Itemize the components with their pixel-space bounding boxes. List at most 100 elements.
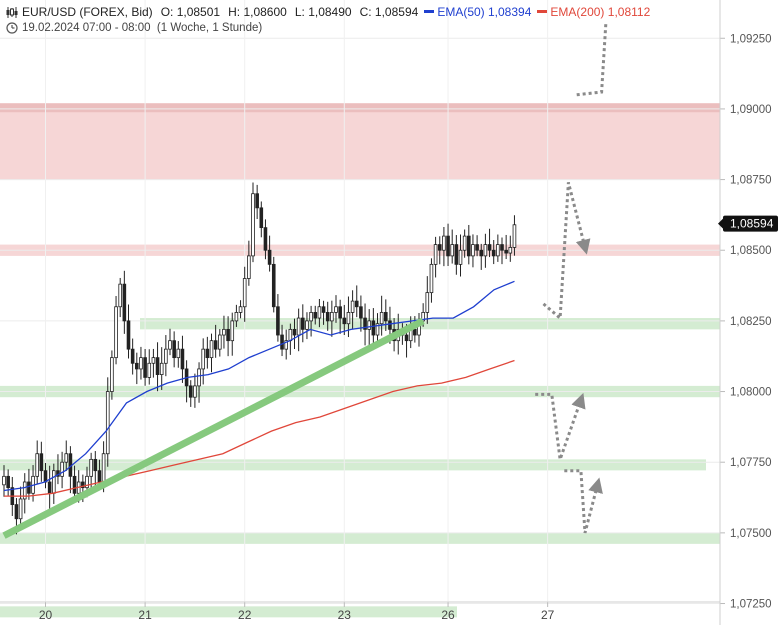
- candle-body: [280, 334, 284, 350]
- candle-body: [213, 340, 218, 350]
- grid-layer: [0, 0, 720, 605]
- candle-body: [188, 385, 193, 398]
- interval: (1 Woche, 1 Stunde): [156, 22, 263, 34]
- candle-body: [52, 470, 56, 494]
- candle-body: [105, 391, 110, 455]
- x-tick-label: 27: [541, 608, 555, 622]
- candle-body: [172, 340, 176, 359]
- candle-body: [475, 244, 479, 251]
- chart-header: EUR/USD (FOREX, Bid) O: 1,08501 H: 1,08600…: [6, 5, 650, 19]
- candle-body: [487, 244, 492, 251]
- candle-body: [230, 320, 235, 342]
- candle-body: [126, 320, 131, 350]
- candle-body: [110, 357, 114, 392]
- candle-body: [193, 385, 197, 398]
- candle-body: [2, 475, 6, 486]
- candle-body: [313, 312, 318, 319]
- candle-body: [6, 475, 10, 489]
- candle-body: [350, 300, 355, 313]
- candle-body: [134, 362, 139, 370]
- candle-body: [442, 235, 446, 251]
- candle-body: [180, 348, 185, 370]
- candle-body: [197, 368, 201, 387]
- candle-body: [143, 357, 147, 378]
- candle-body: [18, 498, 23, 520]
- high-value: 1,08600: [243, 5, 287, 19]
- current-price-box: [723, 215, 778, 232]
- close-value: 1,08594: [374, 5, 419, 19]
- candle-body: [512, 224, 517, 248]
- candle-body: [479, 249, 484, 257]
- candle-body: [259, 207, 264, 229]
- candle-body: [255, 193, 259, 209]
- ema200-legend-value: 1,08112: [607, 5, 651, 19]
- candle-body: [496, 244, 500, 257]
- candle-body: [251, 193, 255, 257]
- candle-body: [217, 334, 222, 350]
- candle-body: [226, 328, 230, 342]
- candle-body: [383, 312, 388, 322]
- x-tick-label: 20: [39, 608, 53, 622]
- candle-body: [379, 312, 384, 325]
- candle-body: [359, 306, 363, 319]
- ema50-legend-swatch: [424, 10, 435, 14]
- candle-body: [330, 312, 334, 322]
- candle-body: [238, 306, 243, 313]
- candle-body: [504, 249, 508, 254]
- ema200-line: [4, 359, 515, 497]
- low-value: 1,08490: [308, 5, 352, 19]
- candle-body: [130, 348, 135, 364]
- candle-body: [176, 348, 181, 359]
- candle-body: [201, 348, 206, 370]
- x-tick-label: 23: [338, 608, 352, 622]
- ema50-legend-label: EMA(50): [437, 5, 485, 19]
- candle-body: [325, 312, 330, 322]
- projection-arrow: [576, 24, 608, 97]
- candle-body: [93, 458, 98, 472]
- zones-layer: [0, 103, 720, 618]
- candle-body: [354, 300, 359, 308]
- candle-body: [288, 328, 293, 342]
- clock-icon: [6, 22, 18, 35]
- candle-body: [429, 263, 434, 294]
- candle-body: [271, 263, 276, 308]
- candle-body: [363, 317, 367, 330]
- candle-body: [43, 470, 48, 483]
- candle-body: [450, 244, 454, 257]
- candle-body: [222, 328, 226, 336]
- current-price-pointer: [718, 218, 723, 229]
- candle-body: [14, 504, 19, 520]
- candle-body: [114, 306, 118, 359]
- candle-body: [22, 481, 27, 500]
- candle-body: [139, 357, 143, 370]
- y-tick-label: 1,08250: [730, 316, 772, 328]
- candle-body: [471, 244, 475, 257]
- candle-body: [466, 235, 471, 257]
- candle-body: [122, 283, 127, 322]
- candle-body: [97, 470, 102, 483]
- open-label: O:: [160, 5, 174, 19]
- drawings-layer: [2, 24, 608, 539]
- ema50-legend-value: 1,08394: [488, 5, 532, 19]
- candle-body: [155, 357, 160, 375]
- candle-body: [263, 227, 268, 251]
- candle-body: [159, 362, 164, 375]
- candle-body: [404, 334, 409, 342]
- candle-body: [375, 323, 380, 336]
- candle-body: [242, 278, 247, 308]
- symbol-name: EUR/USD (FOREX, Bid): [22, 5, 153, 19]
- candle-body: [247, 255, 251, 279]
- candle-body: [89, 458, 93, 477]
- candle-body: [292, 328, 297, 336]
- candle-body: [151, 357, 156, 364]
- candle-body: [39, 453, 44, 472]
- resistance-zone-edge: [0, 103, 720, 113]
- y-tick-label: 1,09000: [730, 104, 772, 116]
- candle-body: [276, 306, 280, 336]
- timestamp: 19.02.2024 07:00 - 08:00: [22, 22, 151, 34]
- candle-body: [81, 481, 85, 489]
- ema200-legend-label: EMA(200): [550, 5, 605, 19]
- candle-body: [321, 306, 326, 313]
- candle-body: [491, 249, 496, 257]
